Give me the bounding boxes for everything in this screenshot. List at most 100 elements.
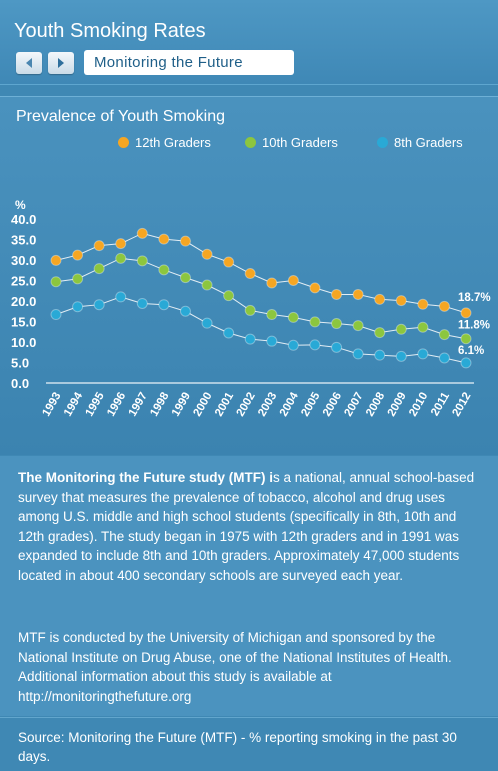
data-point xyxy=(395,323,407,335)
data-point xyxy=(72,301,84,313)
data-point xyxy=(223,327,235,339)
description-paragraph-2: MTF is conducted by the University of Mi… xyxy=(18,630,452,704)
y-tick-label: 5.0 xyxy=(11,356,29,371)
data-point xyxy=(438,300,450,312)
data-point xyxy=(93,299,105,311)
data-point xyxy=(417,321,429,333)
description-panel: The Monitoring the Future study (MTF) is… xyxy=(0,456,498,716)
end-value-label: 11.8% xyxy=(458,320,490,332)
y-axis-unit-label: % xyxy=(15,198,26,212)
x-tick-label: 2000 xyxy=(191,391,214,419)
data-point xyxy=(352,348,364,360)
data-point xyxy=(352,288,364,300)
data-point xyxy=(179,272,191,284)
data-point xyxy=(438,352,450,364)
data-point xyxy=(223,256,235,268)
data-point xyxy=(352,320,364,332)
data-point xyxy=(158,264,170,276)
data-point xyxy=(93,263,105,275)
legend-item-8th: 8th Graders xyxy=(377,135,463,150)
data-point xyxy=(287,275,299,286)
x-tick-label: 2003 xyxy=(256,391,279,419)
data-point xyxy=(331,288,343,300)
data-point xyxy=(417,348,429,360)
y-tick-label: 30.0 xyxy=(11,253,36,268)
y-tick-label: 15.0 xyxy=(11,315,36,330)
previous-button[interactable] xyxy=(16,52,42,74)
data-point xyxy=(179,305,191,317)
y-tick-label: 20.0 xyxy=(11,294,36,309)
data-point xyxy=(115,291,127,303)
y-tick-label: 0.0 xyxy=(11,376,29,391)
chart-title: Prevalence of Youth Smoking xyxy=(16,108,226,125)
x-tick-label: 2008 xyxy=(364,390,387,419)
page-title: Youth Smoking Rates xyxy=(14,20,206,42)
next-button[interactable] xyxy=(48,52,74,74)
x-tick-label: 2007 xyxy=(343,391,366,419)
x-tick-label: 2001 xyxy=(213,390,236,419)
end-value-label: 6.1% xyxy=(458,345,484,357)
chevron-right-icon xyxy=(58,58,64,68)
data-point xyxy=(244,304,256,316)
footer: Source: Monitoring the Future (MTF) - % … xyxy=(0,717,498,771)
data-point xyxy=(72,249,84,261)
data-point xyxy=(72,273,84,285)
description-body: s a national, annual school-based survey… xyxy=(18,470,475,583)
data-point xyxy=(417,298,429,310)
x-tick-label: 1994 xyxy=(62,390,85,419)
data-point xyxy=(460,333,472,345)
y-tick-label: 40.0 xyxy=(11,212,36,227)
line-chart: %40.035.030.025.020.015.010.05.00.019931… xyxy=(11,198,491,419)
x-tick-label: 2004 xyxy=(278,390,301,419)
data-point xyxy=(158,233,170,245)
x-tick-label: 2002 xyxy=(235,391,258,419)
data-point xyxy=(244,333,256,345)
legend-item-12th: 12th Graders xyxy=(118,135,211,150)
legend-item-10th: 10th Graders xyxy=(245,135,338,150)
data-point xyxy=(374,293,386,305)
data-point xyxy=(201,248,213,260)
source-selector[interactable]: Monitoring the Future xyxy=(84,50,294,75)
header: Youth Smoking Rates Monitoring the Futur… xyxy=(0,0,498,85)
data-point xyxy=(266,309,278,321)
data-point xyxy=(287,311,299,323)
legend-label-8th: 8th Graders xyxy=(394,135,463,150)
x-tick-label: 2006 xyxy=(321,391,344,419)
data-point xyxy=(395,350,407,362)
data-point xyxy=(201,279,213,291)
legend-swatch-10th xyxy=(245,137,256,148)
data-point xyxy=(50,309,62,321)
data-point xyxy=(115,252,127,264)
x-tick-label: 2005 xyxy=(299,390,322,419)
data-point xyxy=(331,341,343,353)
data-point xyxy=(179,235,191,247)
data-point xyxy=(50,276,62,288)
data-point xyxy=(50,254,62,266)
x-tick-label: 2009 xyxy=(386,391,409,419)
chevron-left-icon xyxy=(26,58,32,68)
data-point xyxy=(287,339,299,351)
data-point xyxy=(374,349,386,361)
data-point xyxy=(309,339,321,351)
data-point xyxy=(460,357,472,369)
x-tick-label: 1996 xyxy=(105,391,128,419)
data-point xyxy=(93,240,105,252)
x-tick-label: 1995 xyxy=(84,390,107,419)
chart-legend: 12th Graders 10th Graders 8th Graders xyxy=(0,135,498,155)
legend-label-12th: 12th Graders xyxy=(135,135,211,150)
y-tick-label: 10.0 xyxy=(11,335,36,350)
data-point xyxy=(309,282,321,294)
y-tick-label: 25.0 xyxy=(11,274,36,289)
x-tick-label: 1998 xyxy=(148,390,171,419)
data-point xyxy=(136,297,148,309)
data-point xyxy=(374,327,386,339)
x-tick-label: 1999 xyxy=(170,391,193,419)
data-point xyxy=(438,329,450,341)
data-point xyxy=(136,227,148,239)
legend-swatch-8th xyxy=(377,137,388,148)
data-point xyxy=(223,290,235,302)
legend-swatch-12th xyxy=(118,137,129,148)
x-tick-label: 2010 xyxy=(407,391,430,419)
description-lead: The Monitoring the Future study (MTF) i xyxy=(18,470,273,485)
